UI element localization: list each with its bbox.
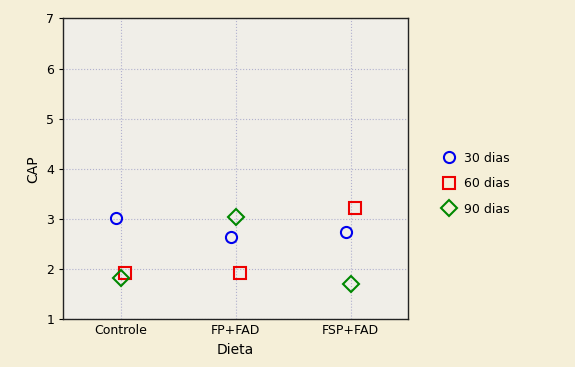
X-axis label: Dieta: Dieta: [217, 343, 254, 357]
60 dias: [122, 270, 129, 275]
90 dias: [347, 282, 354, 286]
Line: 60 dias: 60 dias: [120, 202, 361, 279]
Line: 90 dias: 90 dias: [115, 212, 356, 290]
Y-axis label: CAP: CAP: [26, 155, 41, 183]
60 dias: [237, 271, 244, 275]
90 dias: [232, 215, 239, 220]
Legend: 30 dias, 60 dias, 90 dias: 30 dias, 60 dias, 90 dias: [432, 142, 520, 226]
90 dias: [117, 276, 124, 280]
30 dias: [228, 235, 235, 239]
30 dias: [343, 229, 350, 234]
Line: 30 dias: 30 dias: [110, 212, 352, 242]
30 dias: [113, 216, 120, 220]
60 dias: [352, 206, 359, 210]
